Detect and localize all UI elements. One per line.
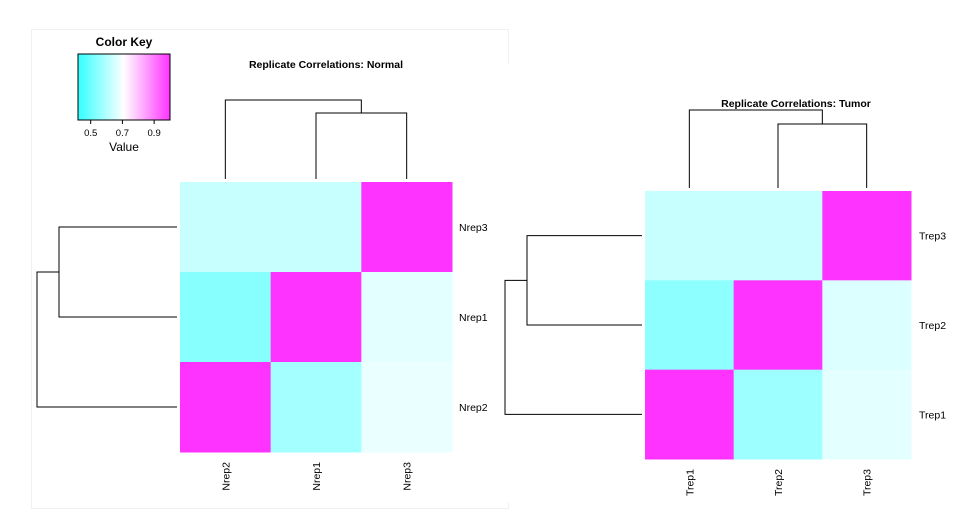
- heatmap-cell: [270, 182, 362, 273]
- heatmap-cell: [180, 182, 272, 273]
- heatmap-cell: [645, 369, 735, 460]
- dendrogram-branch: [315, 112, 408, 179]
- heatmap-cell: [822, 369, 912, 460]
- dendrogram-branch: [224, 99, 362, 179]
- heatmap-cell: [361, 272, 453, 363]
- heatmap-cell: [822, 191, 912, 281]
- column-label: Trep3: [862, 469, 874, 496]
- heatmap-cell: [180, 272, 272, 363]
- heatmap-cell: [822, 280, 912, 371]
- color-key-title: Color Key: [96, 35, 153, 49]
- heatmap-tumor: Replicate Correlations: Tumor Trep3 Trep2 T…: [504, 98, 946, 496]
- row-label: Trep3: [919, 231, 946, 243]
- heatmap-cell: [733, 280, 823, 371]
- heatmap-cell: [270, 272, 362, 363]
- column-label: Nrep1: [311, 462, 323, 491]
- row-label: Nrep2: [459, 402, 488, 414]
- heatmap-cell: [361, 182, 453, 273]
- row-label: Nrep3: [459, 222, 488, 234]
- color-key-bar: [77, 53, 171, 121]
- column-label: Nrep2: [220, 462, 232, 491]
- color-key-tick-label: 0.7: [116, 128, 129, 139]
- color-key-tick-label: 0.5: [84, 128, 97, 139]
- dendrogram-branch: [58, 226, 177, 318]
- heatmap-cell: [733, 191, 823, 281]
- heatmap-normal: Replicate Correlations: Normal Nrep3 Nrep1…: [36, 35, 488, 491]
- row-label: Trep1: [919, 409, 946, 421]
- heatmap-cell: [733, 369, 823, 460]
- heatmap-cell: [180, 362, 272, 453]
- dendrogram-branch: [504, 279, 642, 415]
- row-label: Nrep1: [459, 312, 488, 324]
- row-label: Trep2: [919, 320, 946, 332]
- dendrogram-branch: [688, 109, 823, 188]
- column-label: Trep2: [773, 469, 785, 496]
- heatmap-cell: [361, 362, 453, 453]
- column-label: Nrep3: [402, 462, 414, 491]
- heatmap-cell: [645, 191, 735, 281]
- column-label: Trep1: [684, 469, 696, 496]
- heatmap-panel-normal: Replicate Correlations: Normal Nrep3 Nrep1…: [32, 30, 508, 508]
- heatmap-cell: [270, 362, 362, 453]
- color-key-tick-label: 0.9: [148, 128, 161, 139]
- heatmap-panel-tumor: Replicate Correlations: Tumor Trep3 Trep2 T…: [500, 64, 966, 502]
- heatmap-cell: [645, 280, 735, 371]
- dendrogram-branch: [36, 271, 177, 408]
- dendrogram-branch: [526, 235, 642, 326]
- dendrogram-branch: [777, 123, 868, 188]
- color-key-label: Value: [109, 140, 139, 154]
- chart-title: Replicate Correlations: Normal: [249, 59, 403, 71]
- chart-title: Replicate Correlations: Tumor: [721, 98, 871, 110]
